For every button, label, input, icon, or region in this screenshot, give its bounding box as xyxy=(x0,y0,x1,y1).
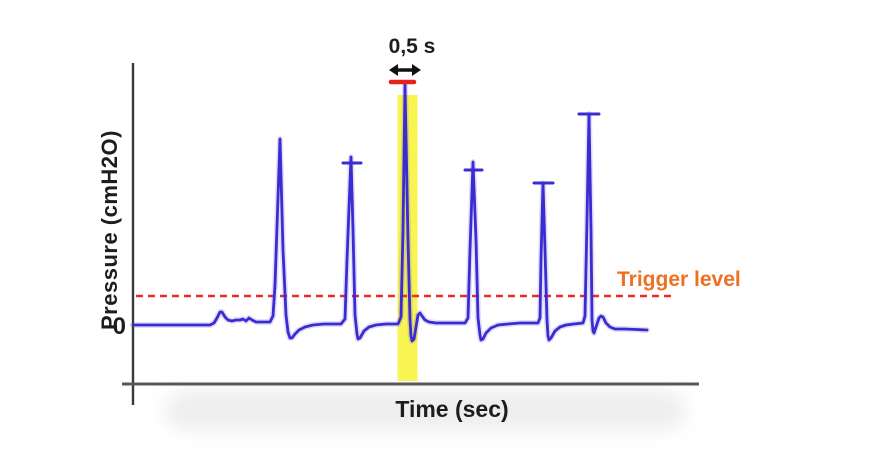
slide-shadow xyxy=(165,390,685,430)
x-axis-label: Time (sec) xyxy=(395,396,509,422)
y-axis-zero-tick: 0 xyxy=(112,313,126,340)
duration-arrow-icon xyxy=(389,64,421,76)
pressure-waveform xyxy=(130,81,650,344)
spike-caps xyxy=(341,112,601,185)
interval-duration-label: 0,5 s xyxy=(388,35,436,58)
y-axis-label: Pressure (cmH2O) xyxy=(97,130,122,330)
trigger-level-label: Trigger level xyxy=(617,268,741,291)
axes xyxy=(122,63,699,405)
